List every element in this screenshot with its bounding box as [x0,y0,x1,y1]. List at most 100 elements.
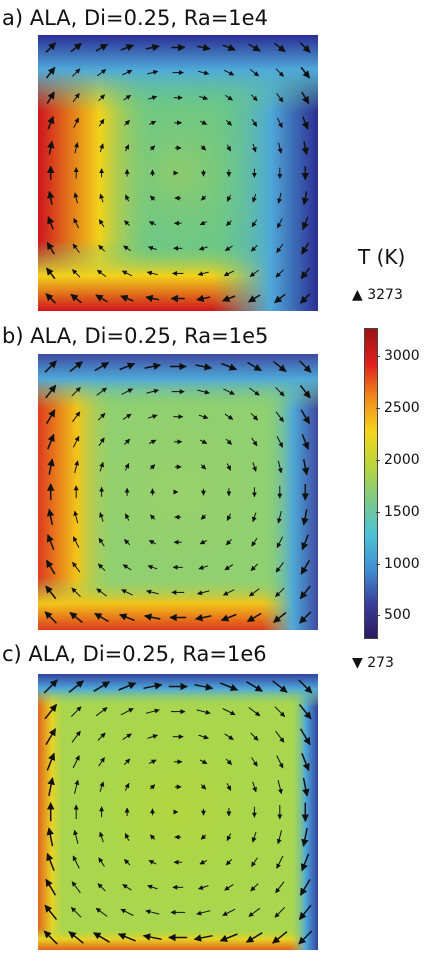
velocity-arrow [121,589,133,596]
velocity-arrow [73,217,80,229]
velocity-arrow [299,360,312,373]
velocity-arrow [45,585,57,600]
velocity-arrow [148,221,157,226]
velocity-arrow [96,387,108,396]
velocity-arrow [245,932,263,943]
velocity-arrow [45,267,56,280]
velocity-arrow [44,703,58,720]
velocity-arrow [247,294,261,303]
velocity-arrow [249,387,260,396]
velocity-arrow [300,66,311,79]
velocity-arrow [45,293,57,304]
velocity-arrow [117,933,136,942]
colorbar-tick: 3000 [376,349,420,363]
colorbar-tick-label: 1000 [384,555,420,572]
velocity-arrow [252,781,257,793]
velocity-arrow [276,855,284,869]
velocity-arrow [226,119,232,126]
velocity-arrow [43,679,58,694]
velocity-arrow [299,293,311,304]
velocity-arrow [250,412,259,421]
velocity-arrow [99,831,104,843]
velocity-arrow [68,680,84,693]
velocity-arrow [98,757,105,767]
velocity-arrow [95,43,109,52]
velocity-arrow [273,611,287,623]
velocity-arrow [148,859,157,865]
velocity-arrow [298,679,313,694]
velocity-arrow [124,119,130,126]
velocity-arrow [124,463,130,471]
velocity-arrow [98,857,105,867]
velocity-arrow [199,95,209,101]
velocity-arrow [299,879,311,896]
velocity-arrow [149,514,156,520]
velocity-arrow [147,734,158,739]
velocity-arrow [122,733,132,741]
hot-boundary-layer-left [38,674,66,950]
velocity-arrow [251,437,258,447]
velocity-arrow [99,512,104,522]
velocity-arrow [93,681,111,692]
velocity-arrow [275,68,284,77]
velocity-arrow [44,904,58,920]
colorbar-tick: 500 [376,607,411,624]
velocity-arrow [149,464,156,470]
velocity-arrow [45,409,56,424]
velocity-arrow [99,461,105,472]
colorbar-tick: 1000 [376,555,420,572]
velocity-arrow [275,411,284,423]
velocity-arrow [251,512,257,523]
velocity-arrow [301,458,310,476]
velocity-arrow [69,611,83,623]
velocity-arrow [224,883,234,891]
velocity-arrow [119,362,136,371]
velocity-arrow [148,95,158,101]
velocity-arrow [97,883,106,892]
velocity-arrow [145,708,160,714]
velocity-arrow [123,859,131,866]
velocity-arrow [248,43,261,52]
velocity-arrow [301,242,310,255]
velocity-arrow [97,563,106,572]
velocity-arrow [276,93,284,103]
velocity-arrow [123,758,131,765]
velocity-arrow [251,118,258,127]
velocity-arrow [225,94,233,101]
velocity-arrow [299,728,311,746]
velocity-arrow [98,537,105,547]
cold-boundary-layer-top [38,35,318,113]
velocity-arrow [72,68,81,77]
colorbar-tick-label: 500 [384,607,411,624]
velocity-arrow [142,933,162,941]
velocity-arrow [93,932,110,943]
velocity-arrow [276,755,284,769]
colorbar-max-label: ▲ 3273 [352,287,403,303]
velocity-arrow [96,69,107,77]
velocity-arrow [224,245,233,252]
velocity-arrow [276,436,284,448]
velocity-arrow [196,910,211,916]
velocity-arrow [98,118,105,127]
velocity-arrow [122,69,133,76]
velocity-arrow [125,194,130,202]
velocity-arrow [149,145,156,151]
velocity-arrow [196,709,211,715]
velocity-arrow [73,829,79,844]
velocity-arrow [199,120,208,125]
velocity-arrow [226,513,232,521]
cold-boundary-layer-top [38,674,318,708]
velocity-arrow [99,193,105,203]
velocity-arrow [249,269,260,277]
velocity-arrow [200,464,207,470]
velocity-arrow [72,435,80,448]
velocity-arrow [274,293,286,304]
velocity-arrow [123,94,132,101]
velocity-arrow [70,42,82,53]
velocity-arrow [272,931,288,944]
velocity-arrow [98,219,105,228]
velocity-arrow [225,539,232,546]
velocity-arrow [98,244,106,252]
velocity-arrow [143,613,161,621]
velocity-arrow [220,682,239,691]
